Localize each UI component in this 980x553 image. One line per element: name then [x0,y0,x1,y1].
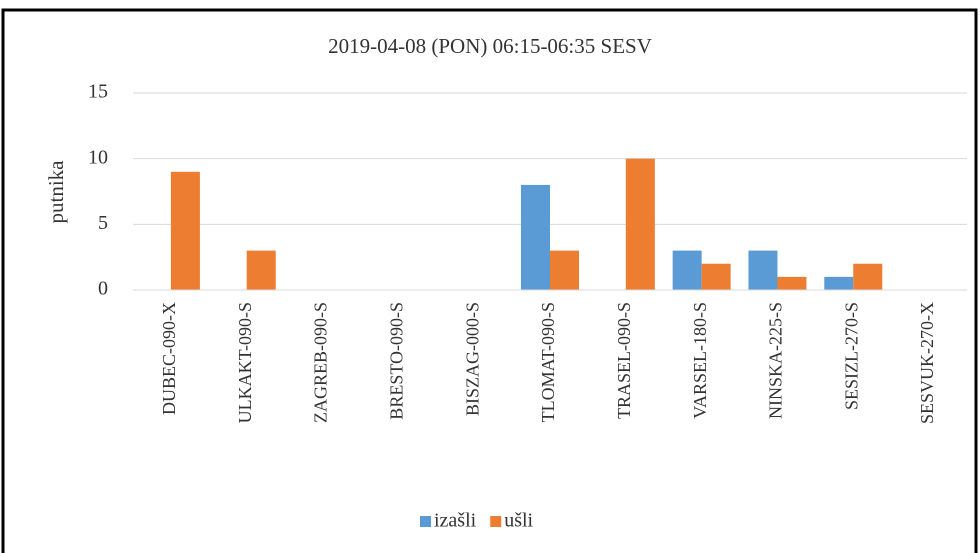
x-tick-label: VARSEL-180-S [690,302,710,419]
bar [246,250,276,290]
bar [521,184,550,290]
legend-swatch [420,516,431,527]
x-tick-label: ZAGREB-090-S [311,302,331,423]
x-tick-label: BRESTO-090-S [386,302,406,420]
x-tick-label: NINSKA-225-S [766,302,786,419]
x-tick-label: ULKAKT-090-S [235,302,255,423]
bar [701,263,731,290]
x-tick-label: DUBEC-090-X [159,302,179,415]
bar [550,250,579,290]
x-tick-label: TRASEL-090-S [614,302,634,419]
legend-label: ušli [504,510,533,532]
bar [170,171,200,290]
x-tick-label: TLOMAT-090-S [538,302,558,422]
bar [672,250,702,290]
x-tick-label: BISZAG-000-S [462,302,482,416]
bar [777,276,807,290]
bar [625,158,655,290]
x-tick-label: SESIZL-270-S [841,302,861,410]
y-tick-label: 15 [88,81,108,103]
x-tick-label: SESVUK-270-X [917,302,937,424]
bar [853,263,883,290]
y-tick-label: 10 [88,146,108,168]
y-axis-label: putnika [44,160,68,224]
chart-title: 2019-04-08 (PON) 06:15-06:35 SESV [328,34,652,58]
legend-label: izašli [434,510,477,532]
legend-swatch [490,516,502,527]
chart-border [1,8,978,553]
bar [748,250,778,290]
y-tick-label: 5 [98,212,108,234]
bar [824,276,854,290]
y-tick-label: 0 [98,278,108,300]
